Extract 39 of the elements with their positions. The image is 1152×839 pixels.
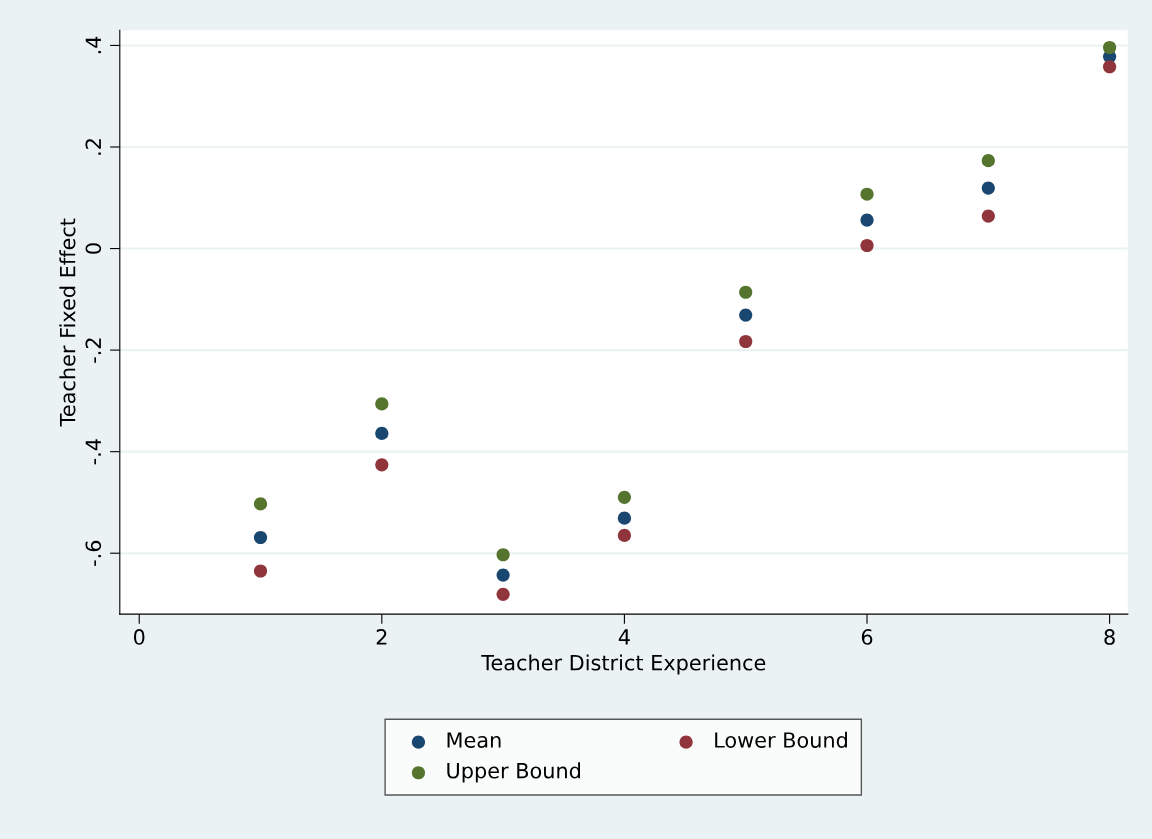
legend-label: Lower Bound — [715, 731, 847, 748]
point — [253, 497, 268, 511]
point — [617, 490, 631, 504]
point — [496, 548, 510, 562]
point — [617, 511, 631, 525]
point — [253, 530, 268, 545]
legend-label: Upper Bound — [447, 762, 580, 783]
y-tick-label: .2 — [85, 139, 101, 155]
point — [375, 458, 389, 472]
y-tick-label: -.2 — [85, 338, 101, 363]
point — [981, 181, 995, 195]
x-tick-label: 8 — [1104, 629, 1115, 645]
y-tick-label: -.6 — [85, 540, 102, 566]
point — [860, 238, 874, 253]
point — [981, 154, 995, 168]
point — [1103, 40, 1117, 55]
point — [981, 209, 995, 223]
x-tick-label: 0 — [133, 629, 145, 645]
x-axis-title: Teacher District Experience — [481, 654, 766, 675]
y-tick-label: .4 — [85, 36, 101, 54]
y-tick-label: 0 — [85, 243, 102, 254]
point — [496, 568, 510, 582]
point — [739, 285, 753, 299]
y-tick-label: -.4 — [85, 439, 101, 465]
point — [739, 334, 753, 349]
y-axis-title: Teacher Fixed Effect — [59, 218, 76, 427]
x-tick-label: 6 — [861, 629, 873, 645]
point — [1103, 60, 1117, 74]
point — [860, 187, 874, 201]
point — [860, 213, 874, 227]
x-tick-label: 4 — [618, 629, 630, 645]
point — [253, 564, 268, 578]
point — [739, 308, 753, 322]
legend-label: Mean — [447, 732, 501, 748]
x-tick-label: 2 — [376, 629, 387, 645]
point — [375, 426, 389, 440]
point — [375, 397, 389, 411]
point — [496, 587, 510, 601]
point — [617, 528, 631, 543]
